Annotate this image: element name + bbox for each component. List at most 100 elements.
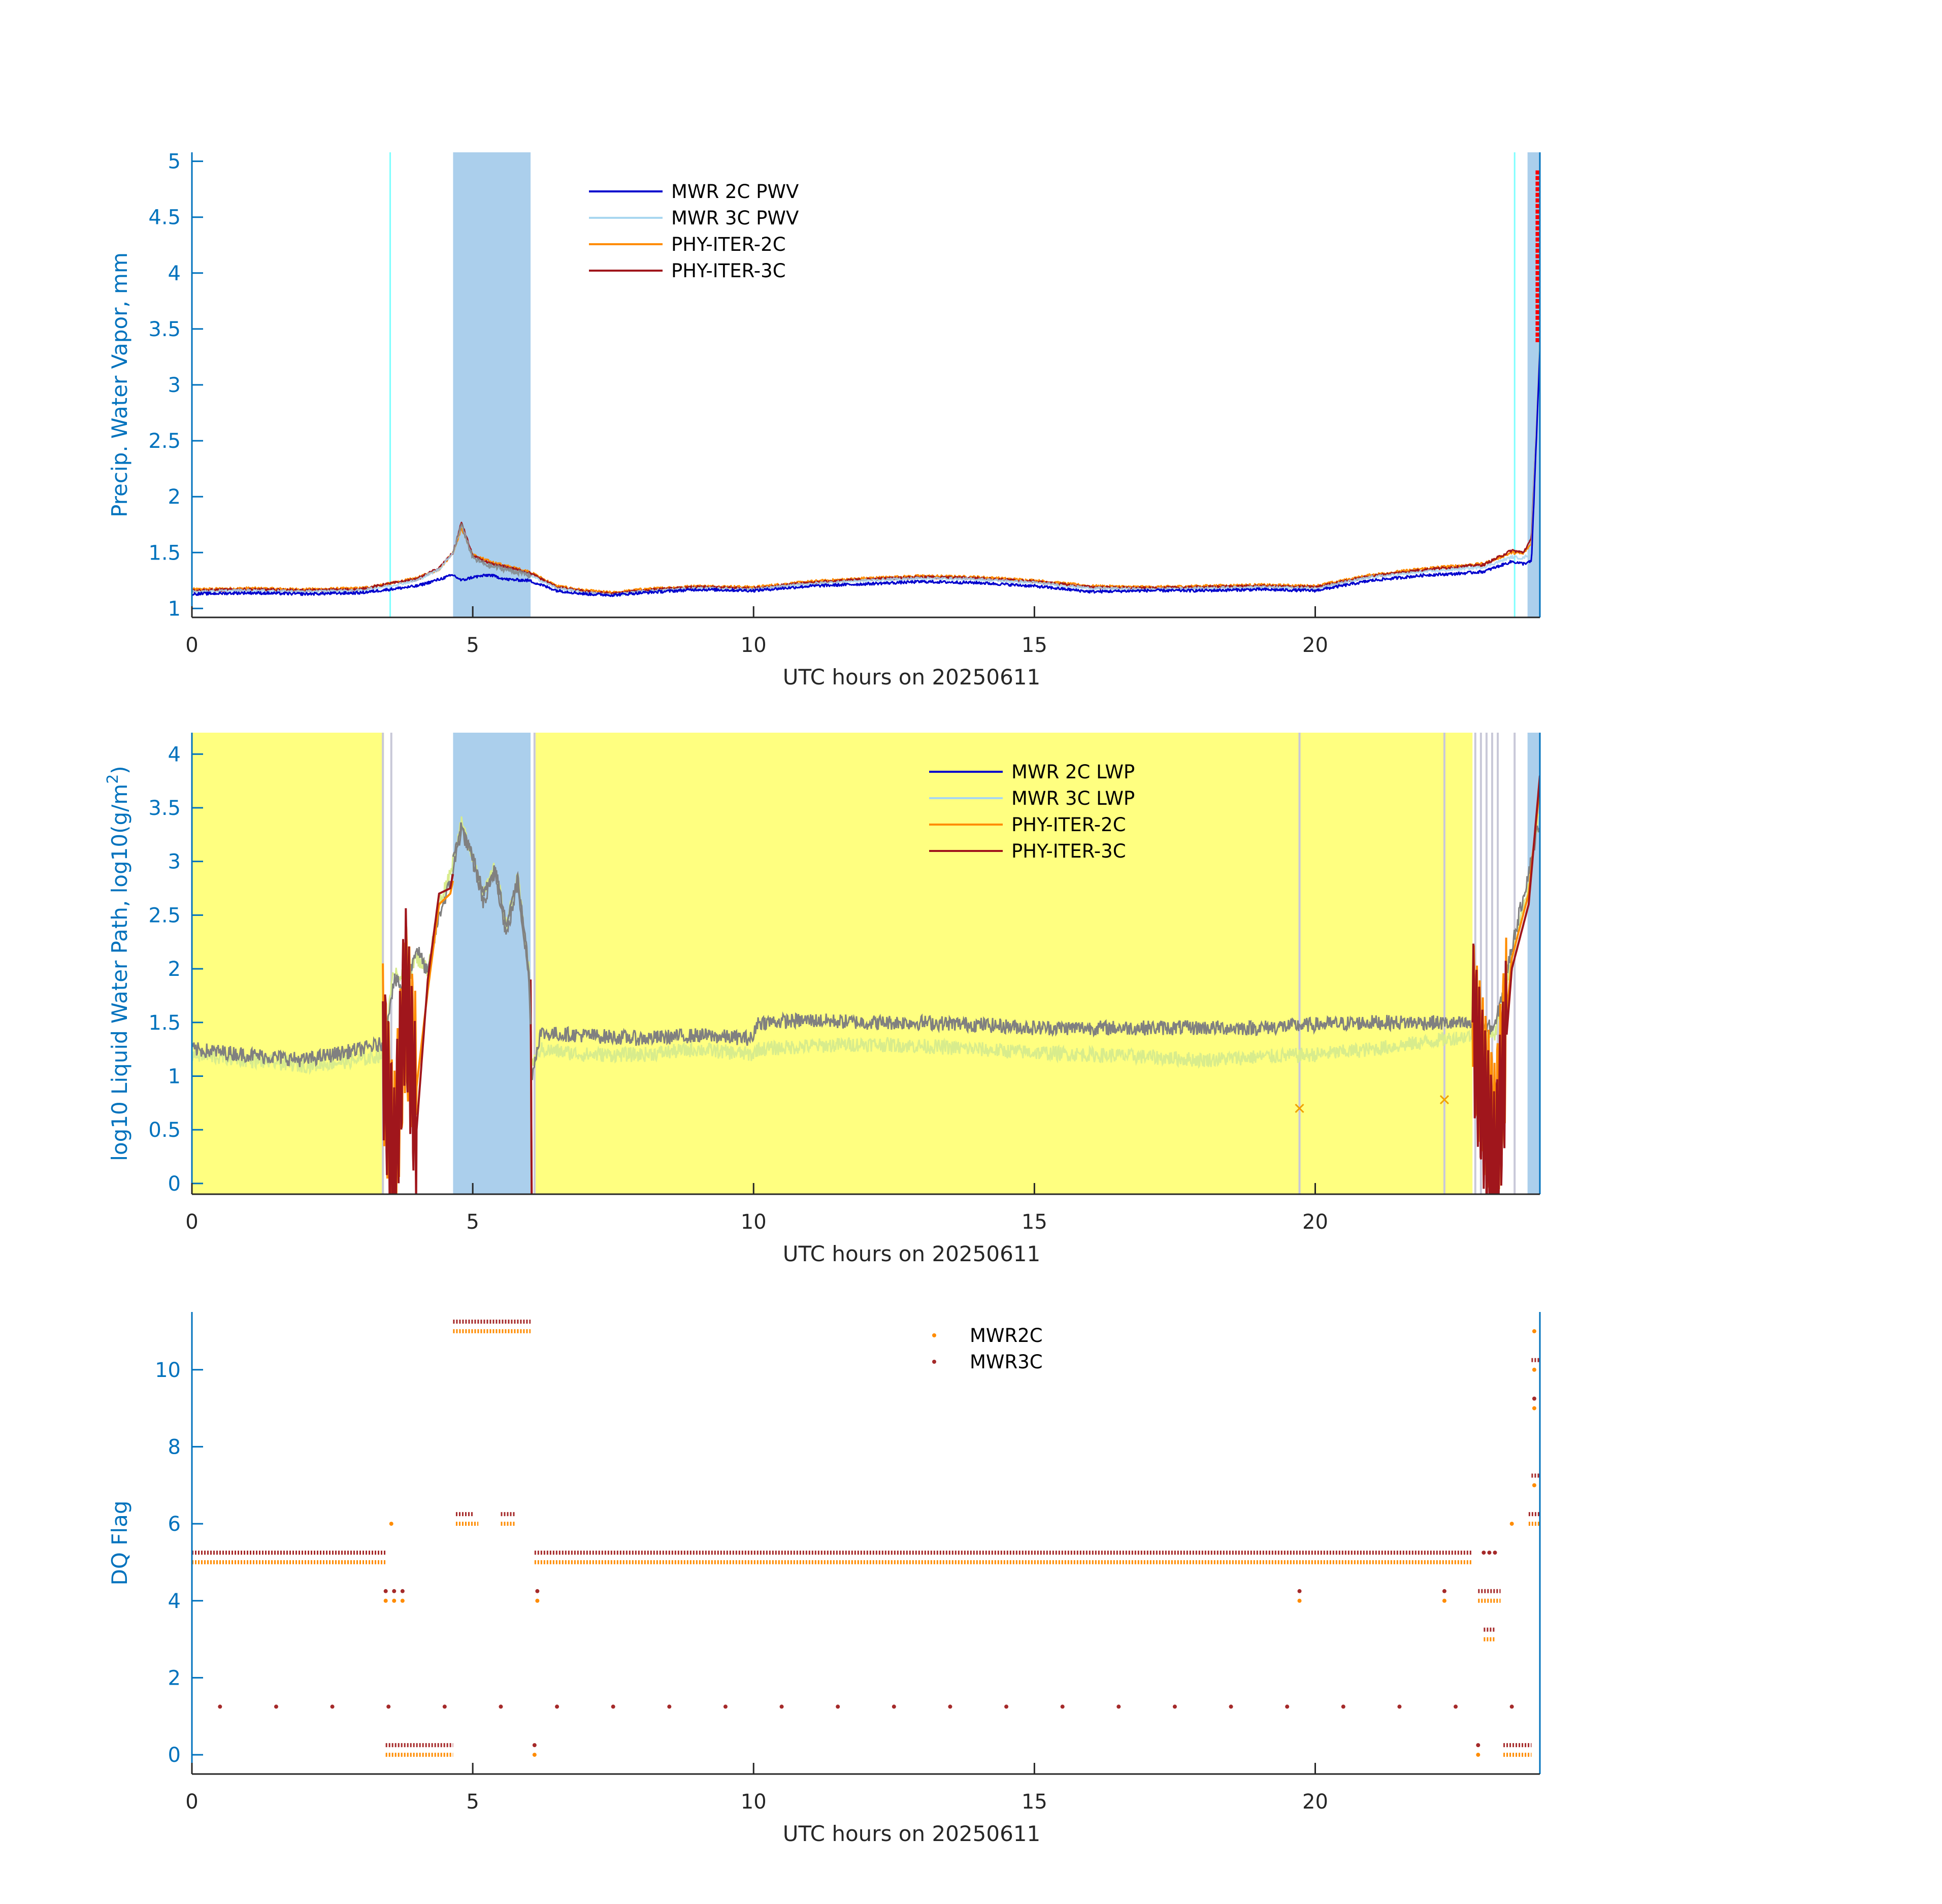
yellow-interval xyxy=(192,733,384,1194)
dq-flag-panel: 0 2 4 6 8 10 0 5 10 15 20 UTC hours on 20250611 DQ F… xyxy=(107,1312,1541,1846)
y-tick-label: 0.5 xyxy=(148,1119,181,1142)
flag-point-0 xyxy=(383,1598,388,1603)
flag-point-1 xyxy=(532,1743,537,1748)
y-axis-title: log10 Liquid Water Path, log10(g/m2) xyxy=(104,766,132,1161)
shaded-interval xyxy=(453,733,531,1194)
flag-point-1 xyxy=(892,1704,896,1709)
x-marker-stroke xyxy=(1439,1095,1449,1105)
flag-point-1 xyxy=(1454,1704,1458,1709)
x-tick-label: 15 xyxy=(1022,1210,1047,1234)
y-tick-label: 1.5 xyxy=(148,541,181,565)
red-flag-mark xyxy=(1535,192,1539,197)
flag-point-1 xyxy=(330,1704,335,1709)
red-flag-mark xyxy=(1535,310,1539,314)
y-tick-label: 8 xyxy=(168,1435,181,1459)
y-tick-label: 4 xyxy=(168,1590,181,1613)
red-flag-mark xyxy=(1535,293,1539,298)
red-flag-mark xyxy=(1535,321,1539,325)
x-tick-label: 15 xyxy=(1022,634,1047,657)
flag-point-0 xyxy=(1442,1598,1446,1603)
plot-area xyxy=(192,1319,1540,1757)
red-flag-mark xyxy=(1535,287,1539,292)
x-tick-label: 0 xyxy=(185,1210,198,1234)
flag-point-1 xyxy=(948,1704,952,1709)
flag-point-1 xyxy=(1172,1704,1177,1709)
flag-point-1 xyxy=(779,1704,784,1709)
flag-point-1 xyxy=(1493,1550,1497,1555)
flagged-overlay-line xyxy=(452,523,532,579)
flag-point-0 xyxy=(1532,1483,1536,1488)
y-tick-label: 1.5 xyxy=(148,1011,181,1035)
flag-point-1 xyxy=(667,1704,672,1709)
x-tick-label: 20 xyxy=(1302,634,1328,657)
flag-point-1 xyxy=(535,1589,540,1593)
y-tick-label: 2.5 xyxy=(148,904,181,927)
red-flag-mark xyxy=(1535,220,1539,225)
red-flag-mark xyxy=(1535,204,1539,208)
flag-point-1 xyxy=(1004,1704,1009,1709)
red-flag-mark xyxy=(1535,338,1539,342)
flag-point-0 xyxy=(1532,1367,1536,1372)
red-flag-mark xyxy=(1535,248,1539,253)
red-flag-mark xyxy=(1535,181,1539,186)
x-axis-title: UTC hours on 20250611 xyxy=(783,1241,1041,1266)
x-tick-label: 5 xyxy=(466,1210,479,1234)
red-flag-mark xyxy=(1535,271,1539,275)
flag-point-0 xyxy=(389,1522,393,1526)
x-tick-label: 5 xyxy=(466,1790,479,1814)
flag-point-1 xyxy=(1482,1550,1486,1555)
x-tick-label: 10 xyxy=(741,1210,767,1234)
x-axis-title: UTC hours on 20250611 xyxy=(783,665,1041,690)
flag-point-1 xyxy=(1487,1550,1492,1555)
flag-point-1 xyxy=(400,1589,405,1593)
red-flag-mark xyxy=(1535,170,1539,175)
y-tick-label: 4 xyxy=(168,743,181,766)
flag-point-1 xyxy=(555,1704,559,1709)
y-axis-title-main: DQ Flag xyxy=(107,1501,132,1586)
flag-point-0 xyxy=(1532,1406,1536,1410)
y-tick-label: 4 xyxy=(168,262,181,285)
y-tick-label: 2 xyxy=(168,485,181,509)
legend-label: MWR3C xyxy=(970,1351,1043,1373)
series-line-0 xyxy=(192,350,1540,597)
legend-label: MWR 3C LWP xyxy=(1011,787,1135,809)
red-flag-mark xyxy=(1535,198,1539,203)
y-tick-label: 2 xyxy=(168,1666,181,1690)
y-axis-title: DQ Flag xyxy=(107,1501,132,1586)
red-flag-mark xyxy=(1535,276,1539,281)
legend-label: MWR 3C PWV xyxy=(671,207,799,229)
y-tick-label: 0 xyxy=(168,1172,181,1196)
y-tick-label: 3.5 xyxy=(148,797,181,820)
x-marker xyxy=(1439,1095,1449,1105)
flag-point-0 xyxy=(400,1598,405,1603)
flag-point-1 xyxy=(392,1589,397,1593)
flag-point-0 xyxy=(1297,1598,1302,1603)
flag-point-1 xyxy=(1285,1704,1290,1709)
x-tick-label: 5 xyxy=(466,634,479,657)
series-line-3 xyxy=(192,339,1540,596)
red-flag-mark xyxy=(1535,232,1539,236)
flagged-overlay-line xyxy=(452,822,532,1025)
x-marker xyxy=(1295,1103,1304,1113)
y-tick-label: 1 xyxy=(168,597,181,620)
red-flag-mark xyxy=(1535,282,1539,286)
y-tick-label: 10 xyxy=(155,1359,181,1382)
flag-point-1 xyxy=(1297,1589,1302,1593)
flag-point-0 xyxy=(535,1598,540,1603)
red-flag-mark xyxy=(1535,254,1539,258)
flag-point-0 xyxy=(392,1598,397,1603)
y-axis-title-main: Precip. Water Vapor, mm xyxy=(107,252,132,517)
red-flag-mark xyxy=(1535,187,1539,191)
y-tick-label: 2.5 xyxy=(148,430,181,453)
y-tick-label: 6 xyxy=(168,1513,181,1536)
flag-point-1 xyxy=(383,1589,388,1593)
flag-point-0 xyxy=(1509,1522,1514,1526)
red-flag-mark xyxy=(1535,237,1539,242)
red-flag-mark xyxy=(1535,265,1539,270)
red-flag-mark xyxy=(1535,176,1539,180)
legend-label: PHY-ITER-3C xyxy=(671,260,786,282)
flag-point-1 xyxy=(1060,1704,1065,1709)
y-tick-label: 2 xyxy=(168,958,181,981)
y-tick-label: 0 xyxy=(168,1744,181,1767)
